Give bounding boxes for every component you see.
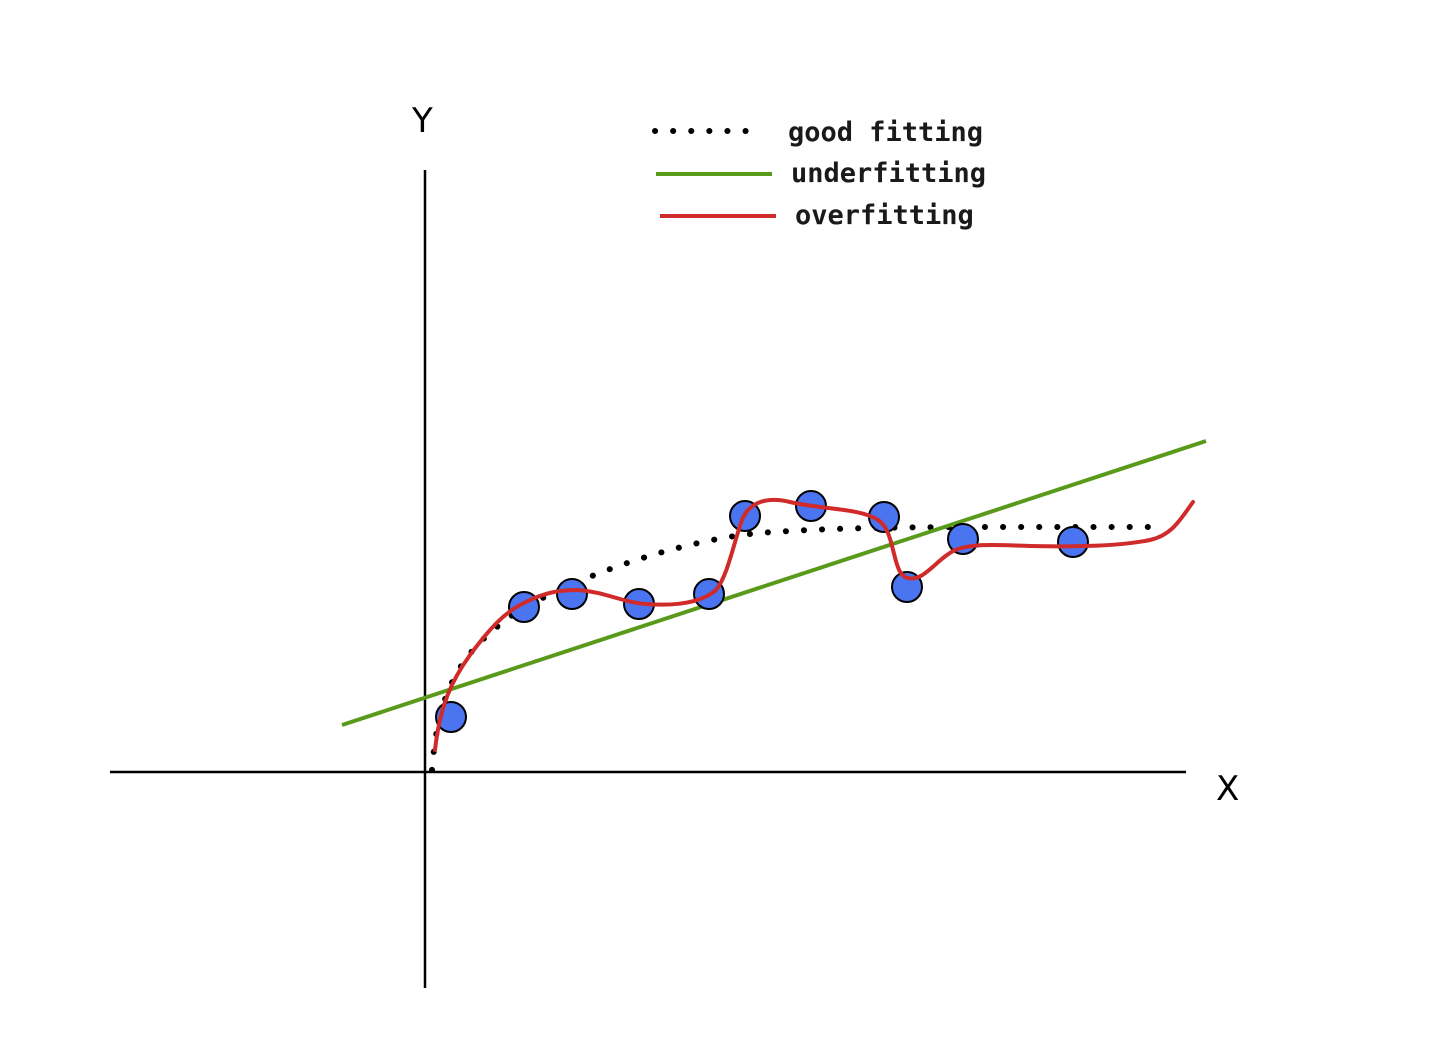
y-axis-label: Y <box>411 101 433 141</box>
overfitting-curve <box>433 497 1195 752</box>
underfitting-line <box>341 439 1207 727</box>
legend-label-underfitting: underfitting <box>791 158 986 189</box>
data-point <box>556 578 588 610</box>
legend-label-good-fitting: good fitting <box>788 117 983 148</box>
legend: good fitting underfitting overfitting <box>652 117 986 231</box>
data-point <box>1057 526 1089 558</box>
data-points <box>435 490 1089 733</box>
x-axis-label: X <box>1216 769 1239 809</box>
good-fitting-curve <box>429 523 1158 773</box>
legend-label-overfitting: overfitting <box>795 200 974 231</box>
